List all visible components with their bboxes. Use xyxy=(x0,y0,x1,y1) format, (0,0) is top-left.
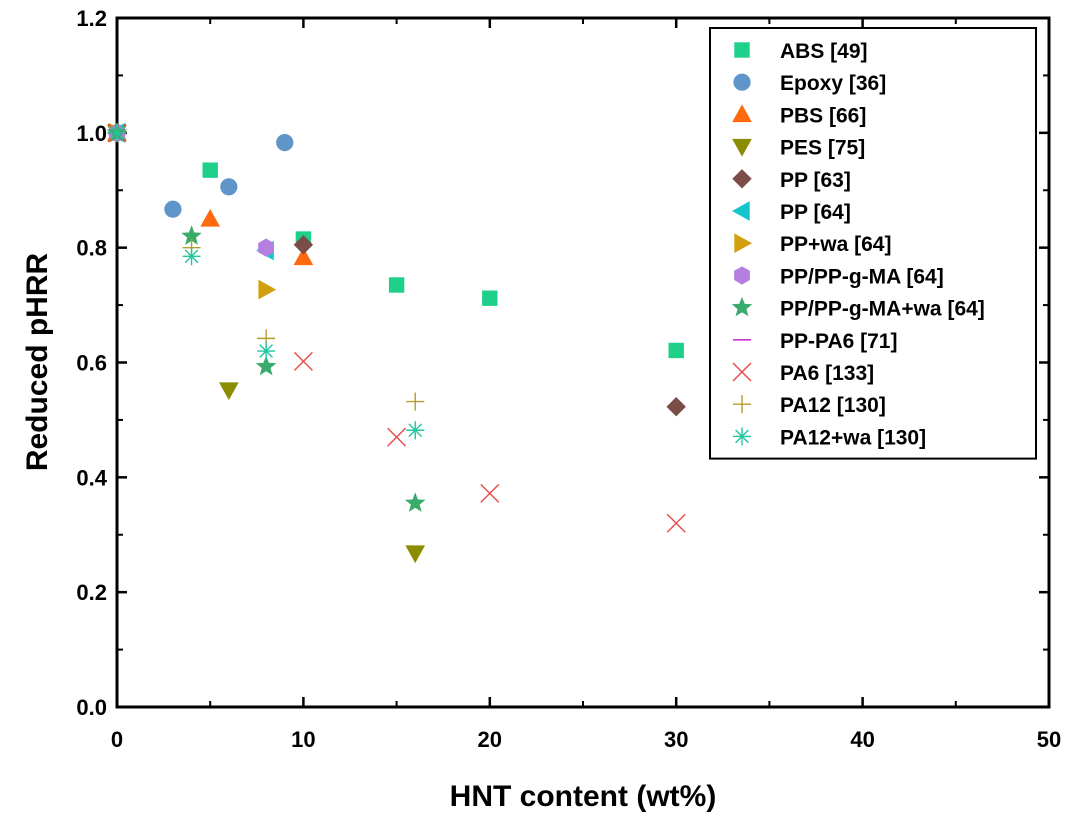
data-point xyxy=(387,427,407,447)
data-point xyxy=(182,247,201,266)
tick-labels: 0 10 20 30 40 50 0.0 0.2 0.4 0.6 0.8 1.0 1.2 xyxy=(76,6,1061,752)
legend-marker xyxy=(732,362,752,382)
data-point xyxy=(406,421,425,440)
legend-label: PP [64] xyxy=(780,201,851,224)
y-tick-label: 0.4 xyxy=(76,465,107,490)
legend-label: PP [63] xyxy=(780,169,851,192)
x-tick-label: 20 xyxy=(478,727,502,752)
y-tick-label: 0.6 xyxy=(76,351,107,376)
legend-marker xyxy=(731,201,750,221)
legend-marker xyxy=(733,73,751,91)
x-tick-label: 0 xyxy=(111,727,123,752)
series-8 xyxy=(106,122,426,512)
legend-label: PP/PP-g-MA [64] xyxy=(780,265,944,288)
data-point xyxy=(200,208,221,227)
y-axis-title: Reduced pHRR xyxy=(21,252,54,471)
data-point xyxy=(668,342,684,359)
data-point xyxy=(480,483,500,503)
data-point xyxy=(164,200,182,218)
legend-marker xyxy=(732,104,752,123)
data-point xyxy=(258,279,277,300)
legend: ABS [49] Epoxy [36] PBS [66] PES [75] PP [63… xyxy=(709,27,1037,460)
legend-label: PP-PA6 [71] xyxy=(780,330,897,353)
y-tick-label: 1.0 xyxy=(76,121,107,146)
legend-marker xyxy=(733,427,751,446)
data-point xyxy=(220,178,238,196)
x-tick-label: 30 xyxy=(664,727,688,752)
data-point xyxy=(388,277,405,293)
data-point xyxy=(293,235,314,255)
data-point xyxy=(202,162,218,178)
data-point xyxy=(218,382,239,401)
legend-marker xyxy=(732,138,752,157)
data-point xyxy=(406,392,425,411)
data-point xyxy=(255,355,277,376)
data-point xyxy=(482,290,498,306)
x-tick-label: 50 xyxy=(1037,727,1061,752)
data-point xyxy=(257,342,276,361)
data-point xyxy=(293,351,313,371)
series-12 xyxy=(108,123,425,440)
data-point xyxy=(276,133,294,152)
legend-label: PP/PP-g-MA+wa [64] xyxy=(780,298,985,321)
y-tick-label: 0.8 xyxy=(76,236,107,261)
legend-label: ABS [49] xyxy=(780,40,868,63)
data-point xyxy=(108,123,126,142)
data-point xyxy=(404,492,426,512)
y-tick-label: 0.2 xyxy=(76,580,107,605)
x-tick-label: 40 xyxy=(850,727,874,752)
y-tick-label: 1.2 xyxy=(76,6,107,31)
legend-label: PBS [66] xyxy=(780,104,866,127)
data-point xyxy=(666,397,686,417)
axis-ticks xyxy=(115,16,1051,709)
data-point xyxy=(405,545,426,564)
data-marks xyxy=(106,122,686,564)
legend-label: PA6 [133] xyxy=(780,362,874,385)
legend-box xyxy=(709,27,1037,460)
series-4 xyxy=(107,123,686,417)
legend-label: PP+wa [64] xyxy=(780,233,891,256)
series-10 xyxy=(107,123,686,533)
data-point xyxy=(258,238,274,257)
legend-marker xyxy=(734,42,750,58)
series-1 xyxy=(108,124,294,218)
legend-marker xyxy=(731,296,753,317)
legend-marker xyxy=(733,395,751,414)
legend-label: PES [75] xyxy=(780,137,865,160)
legend-marker xyxy=(734,233,753,254)
y-tick-label: 0.0 xyxy=(76,695,107,720)
legend-label: PA12+wa [130] xyxy=(780,426,926,449)
legend-label: PA12 [130] xyxy=(780,394,886,417)
legend-label: Epoxy [36] xyxy=(780,72,886,95)
legend-marker xyxy=(732,169,752,189)
data-point xyxy=(293,247,314,266)
data-point xyxy=(666,513,686,533)
x-tick-label: 10 xyxy=(291,727,315,752)
series-6 xyxy=(109,122,277,300)
x-axis-title: HNT content (wt%) xyxy=(450,780,717,813)
legend-marker xyxy=(734,266,750,285)
